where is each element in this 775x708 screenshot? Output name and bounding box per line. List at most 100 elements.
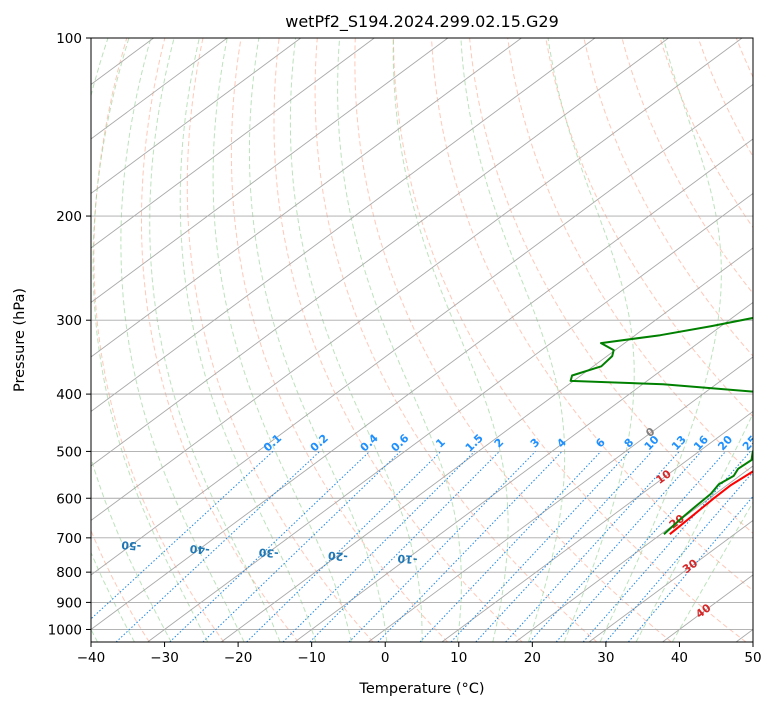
- isotherm-label: 10: [654, 467, 674, 487]
- y-tick-label: 200: [56, 209, 82, 225]
- x-tick-label: 0: [381, 650, 390, 666]
- mixing-ratio-label: 13: [669, 433, 689, 453]
- mixing-ratio-label: 1: [433, 436, 448, 451]
- mixing-ratio-line: [202, 451, 401, 642]
- y-tick-label: 500: [56, 444, 82, 460]
- moist-adiabat-line: [635, 412, 753, 642]
- mixing-ratio-line: [529, 451, 702, 642]
- isotherm-label: 40: [693, 601, 713, 621]
- mixing-ratio-label: 30: [760, 433, 775, 453]
- moist-adiabat-line: [92, 38, 209, 642]
- dry-adiabat-label: -50: [121, 538, 142, 553]
- y-tick-label: 1000: [48, 622, 82, 638]
- isotherm-line: [91, 38, 375, 249]
- dry-adiabat-line: [583, 38, 753, 357]
- chart-title: wetPf2_S194.2024.299.02.15.G29: [285, 12, 559, 32]
- y-tick-label: 700: [56, 531, 82, 547]
- profile-line: [669, 470, 753, 535]
- x-tick-label: 10: [450, 650, 467, 666]
- dry-adiabat-line: [507, 38, 753, 477]
- isotherm-line: [91, 38, 596, 413]
- dry-adiabat-line: [314, 38, 598, 642]
- isotherm-line: [294, 301, 753, 642]
- dry-adiabat-line: [141, 38, 299, 642]
- moist-adiabat-line: [91, 38, 172, 642]
- isotherm-line: [91, 38, 449, 303]
- moist-adiabat-line: [212, 38, 352, 642]
- dry-adiabat-line: [735, 38, 753, 79]
- dry-adiabat-label: -20: [327, 549, 348, 564]
- x-tick-label: 40: [671, 650, 688, 666]
- isotherm-line: [91, 38, 669, 467]
- x-tick-label: −30: [150, 650, 179, 666]
- dry-adiabat-label: -30: [258, 545, 279, 560]
- profile-line: [569, 316, 753, 535]
- isotherm-line: [147, 192, 753, 642]
- mixing-ratio-line: [348, 451, 536, 642]
- isotherm-line: [91, 83, 753, 576]
- y-tick-label: 600: [56, 491, 82, 507]
- x-tick-label: 50: [744, 650, 761, 666]
- x-tick-label: 30: [597, 650, 614, 666]
- isotherm-line: [735, 628, 753, 642]
- moist-adiabat-line: [599, 38, 722, 642]
- y-tick-label: 100: [56, 31, 82, 47]
- isotherm-line: [0, 38, 7, 642]
- dry-adiabat-line: [354, 38, 672, 642]
- isotherm-line: [91, 38, 522, 358]
- x-tick-label: −40: [77, 650, 106, 666]
- x-axis-label: Temperature (°C): [358, 681, 484, 697]
- moist-adiabat-line: [289, 38, 423, 642]
- dry-adiabat-line: [93, 38, 225, 642]
- mixing-ratio-label: 25: [740, 433, 760, 453]
- plot-frame: [90, 37, 754, 643]
- mixing-ratio-label: 16: [691, 433, 711, 453]
- mixing-ratio-line: [309, 451, 500, 642]
- dry-adiabat-line: [545, 38, 753, 418]
- mixing-ratio-label: 2: [492, 436, 507, 451]
- dry-adiabat-line: [392, 38, 747, 642]
- moist-adiabat-line: [248, 38, 388, 642]
- isotherm-line: [91, 38, 743, 522]
- mixing-ratio-line: [115, 451, 321, 642]
- isotherm-line: [441, 410, 753, 642]
- moist-adiabat-line: [671, 501, 753, 642]
- mixing-ratio-line: [377, 451, 563, 642]
- isotherm-line: [662, 574, 753, 642]
- profile-series: [569, 316, 753, 535]
- dry-adiabat-line: [230, 38, 448, 642]
- y-tick-label: 400: [56, 387, 82, 403]
- moist-adiabat-line: [120, 38, 245, 642]
- dry-adiabat-label: -70: [0, 529, 7, 544]
- isotherm-line: [91, 38, 302, 194]
- mixing-ratio-label: 3: [528, 436, 543, 451]
- y-tick-label: 900: [56, 595, 82, 611]
- mixing-ratio-line: [605, 471, 753, 642]
- mixing-ratio-label: 8: [622, 436, 637, 451]
- mixing-ratio-line: [555, 451, 726, 642]
- dry-adiabat-label: -40: [189, 542, 210, 557]
- dry-adiabat-line: [621, 38, 753, 295]
- x-tick-label: 20: [524, 650, 541, 666]
- mixing-ratio-label: 10: [642, 433, 662, 453]
- isotherm-line: [515, 465, 753, 642]
- x-tick-label: −10: [297, 650, 326, 666]
- dry-adiabat-line: [91, 529, 150, 642]
- moist-adiabat-line: [460, 38, 566, 642]
- isotherm-line: [91, 138, 753, 631]
- dry-adiabat-label: -10: [397, 552, 418, 567]
- moist-adiabat-line: [91, 551, 135, 642]
- y-tick-label: 300: [56, 313, 82, 329]
- mixing-ratio-label: 6: [593, 436, 608, 451]
- dry-adiabat-line: [430, 38, 753, 592]
- mixing-ratio-line: [450, 451, 630, 642]
- x-tick-label: −20: [224, 650, 253, 666]
- mixing-ratio-line: [475, 451, 653, 642]
- dry-adiabat-line: [186, 38, 374, 642]
- mixing-ratio-label: 20: [715, 433, 735, 453]
- dry-adiabat-line: [697, 38, 753, 158]
- moist-adiabat-line: [547, 38, 635, 642]
- background-lines: [0, 38, 753, 642]
- moist-adiabat-line: [337, 38, 462, 642]
